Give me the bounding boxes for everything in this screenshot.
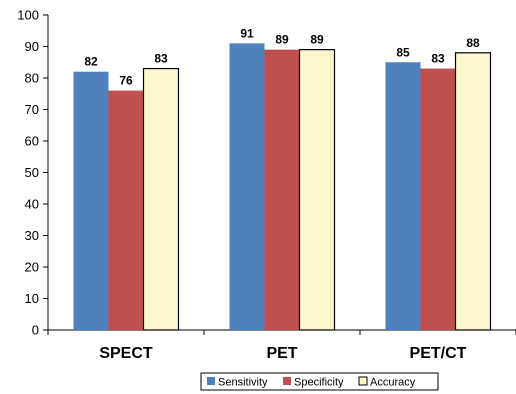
bar-sensitivity-spect [73,71,109,330]
data-label: 88 [466,36,480,50]
category-label: SPECT [99,345,153,362]
category-label: PET [266,345,297,362]
data-label: 83 [154,52,168,66]
legend-box [200,372,439,391]
bar-specificity-pet-ct [420,68,456,331]
data-label: 83 [431,52,445,66]
bar-accuracy-pet-ct [454,52,492,331]
legend-swatch-accuracy [358,376,368,386]
bar-accuracy-pet [298,49,336,331]
legend-label-specificity: Specificity [294,377,344,389]
bars [73,43,492,331]
y-tick-label: 20 [25,260,39,275]
y-tick-label: 40 [25,197,39,212]
bar-sensitivity-pet [229,43,265,330]
category-label: PET/CT [410,345,467,362]
bar-accuracy-spect [142,67,180,331]
y-tick-label: 10 [25,291,39,306]
y-tick-label: 50 [25,165,39,180]
y-tick-label: 100 [17,8,39,23]
y-tick-label: 30 [25,228,39,243]
legend-swatch-specificity [283,377,291,385]
y-axis: 0 10 20 30 40 50 60 70 80 90 100 [17,8,49,338]
bar-sensitivity-pet-ct [385,62,421,330]
y-tick-label: 70 [25,102,39,117]
x-axis: SPECT PET PET/CT [47,329,516,362]
bar-specificity-pet [264,49,300,331]
data-label: 85 [396,45,410,59]
data-label: 76 [119,74,133,88]
legend-swatch-sensitivity [207,377,215,385]
legend-label-accuracy: Accuracy [370,377,416,389]
y-tick-label: 90 [25,39,39,54]
data-label: 89 [310,33,324,47]
data-label: 82 [84,55,98,69]
legend-label-sensitivity: Sensitivity [218,377,268,389]
data-label: 89 [275,33,289,47]
y-tick-label: 60 [25,134,39,149]
data-label: 91 [240,26,254,40]
y-tick-label: 80 [25,71,39,86]
data-labels: 82 76 83 91 89 89 85 83 88 [84,26,480,87]
bar-specificity-spect [108,90,144,330]
legend: Sensitivity Specificity Accuracy [200,372,439,391]
y-tick-label: 0 [32,323,39,338]
